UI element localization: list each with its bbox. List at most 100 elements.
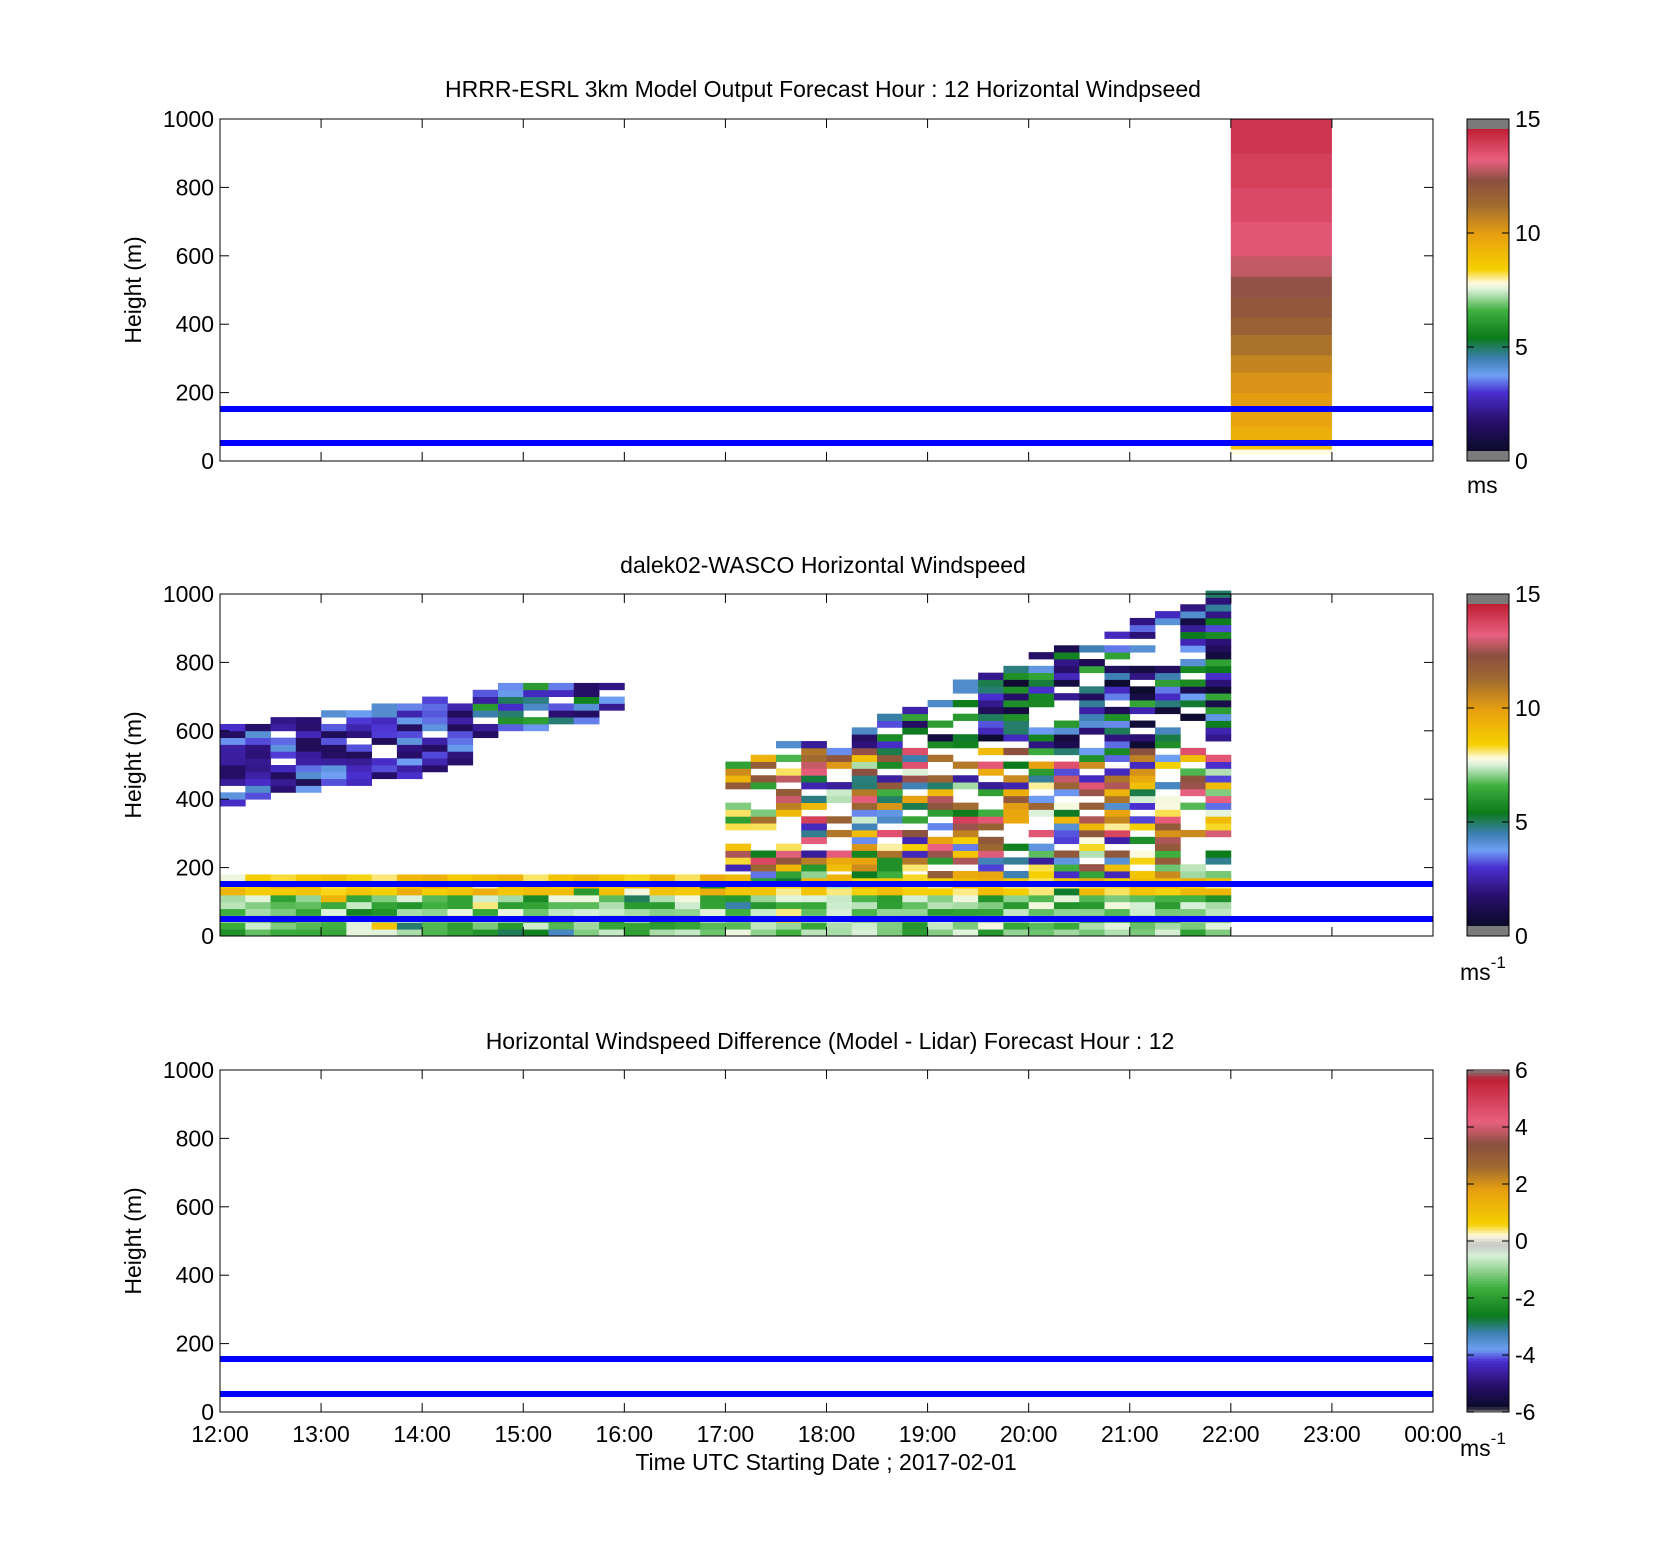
lidar-cell	[1079, 761, 1105, 769]
lidar-cell	[1180, 788, 1206, 797]
lidar-cell	[826, 747, 853, 756]
lidar-cell	[978, 836, 1004, 845]
lidar-cell	[1205, 901, 1232, 910]
colorbar-segment	[1467, 1078, 1509, 1082]
lidar-cell	[1180, 922, 1206, 930]
lidar-cell	[1028, 864, 1055, 872]
lidar-cell	[877, 894, 903, 903]
colorbar-segment	[1467, 1300, 1509, 1305]
model-cell	[1230, 221, 1332, 257]
lidar-cell	[1053, 901, 1080, 910]
lidar-cell	[851, 857, 878, 865]
lidar-cell	[1155, 802, 1181, 810]
lidar-cell	[270, 785, 297, 793]
lidar-cell	[801, 908, 827, 916]
lidar-cell	[321, 765, 347, 773]
lidar-cell	[624, 908, 651, 916]
lidar-cell	[422, 737, 448, 745]
lidar-cell	[1129, 720, 1156, 728]
lidar-cell	[1104, 857, 1131, 865]
colorbar-segment	[1467, 1212, 1509, 1216]
lidar-cell	[725, 922, 752, 930]
lidar-cell	[1180, 829, 1206, 838]
lidar-cell	[1003, 894, 1030, 903]
colorbar-segment	[1467, 1317, 1509, 1322]
lidar-cell	[1053, 727, 1080, 735]
y-tick-label: 0	[201, 923, 214, 949]
lidar-cell	[927, 888, 954, 896]
colorbar-segment	[1467, 1275, 1509, 1279]
lidar-cell	[1104, 775, 1131, 783]
lidar-cell	[295, 744, 322, 752]
lidar-cell	[1104, 665, 1131, 674]
lidar-cell	[851, 888, 878, 896]
lidar-cell	[1028, 850, 1055, 858]
colorbar-segment	[1467, 1223, 1509, 1228]
lidar-cell	[1003, 686, 1030, 694]
lidar-cell	[978, 922, 1004, 930]
lidar-cell	[1180, 894, 1206, 903]
lidar-cell	[1129, 922, 1156, 930]
colorbar-segment	[1467, 1166, 1509, 1171]
lidar-cell	[295, 758, 322, 766]
colorbar-tick-label: 10	[1515, 220, 1541, 246]
lidar-cell	[851, 901, 878, 910]
x-tick-label: 14:00	[393, 1421, 451, 1447]
lidar-cell	[1180, 611, 1206, 619]
lidar-cell	[851, 836, 878, 845]
lidar-cell	[1053, 782, 1080, 790]
lidar-cell	[902, 713, 928, 721]
colorbar-segment	[1467, 1306, 1509, 1310]
lidar-cell	[1205, 929, 1232, 937]
lidar-cell	[725, 802, 752, 810]
lidar-cell	[1053, 788, 1080, 797]
lidar-cell	[1028, 734, 1055, 742]
lidar-cell	[497, 888, 524, 896]
lidar-cell	[1079, 850, 1105, 858]
lidar-cell	[725, 850, 752, 858]
lidar-cell	[978, 761, 1004, 769]
lidar-cell	[1079, 782, 1105, 790]
lidar-cell	[1003, 782, 1030, 790]
y-tick-label: 0	[201, 1399, 214, 1425]
lidar-cell	[245, 737, 271, 745]
lidar-cell	[1205, 871, 1232, 879]
y-tick-label: 200	[176, 1331, 214, 1357]
lidar-cell	[851, 929, 878, 937]
lidar-cell	[321, 723, 347, 732]
colorbar-segment	[1467, 1369, 1509, 1373]
lidar-cell	[1003, 665, 1030, 674]
lidar-cell	[952, 809, 979, 817]
lidar-cell	[877, 754, 903, 762]
colorbar-segment	[1467, 1255, 1509, 1259]
lidar-cell	[725, 768, 752, 776]
lidar-cell	[775, 788, 802, 797]
lidar-cell	[245, 785, 271, 793]
lidar-cell	[1079, 747, 1105, 756]
lidar-cell	[902, 720, 928, 728]
lidar-cell	[497, 696, 524, 704]
colorbar-segment	[1467, 1186, 1509, 1191]
y-tick-label: 800	[176, 649, 214, 675]
lidar-cell	[851, 809, 878, 817]
lidar-cell	[927, 894, 954, 903]
colorbar-segment	[1467, 1098, 1509, 1102]
lidar-cell	[1028, 857, 1055, 865]
lidar-cell	[902, 782, 928, 790]
colorbar-segment	[1467, 1164, 1509, 1168]
lidar-cell	[952, 922, 979, 930]
lidar-cell	[1155, 836, 1181, 845]
lidar-cell	[927, 929, 954, 937]
lidar-cell	[1028, 686, 1055, 694]
panel-difference-colorbar-ticks: -6 -4 -2 0 2 4 6	[1467, 1057, 1536, 1425]
lidar-cell	[1104, 652, 1131, 660]
lidar-cell	[497, 723, 524, 732]
lidar-cell	[952, 857, 979, 865]
lidar-cell	[1104, 747, 1131, 756]
y-tick-label: 600	[176, 243, 214, 269]
lidar-cell	[1053, 741, 1080, 749]
colorbar-segment	[1467, 1363, 1509, 1367]
lidar-cell	[220, 758, 246, 766]
lidar-cell	[1028, 802, 1055, 810]
lidar-cell	[1180, 631, 1206, 639]
